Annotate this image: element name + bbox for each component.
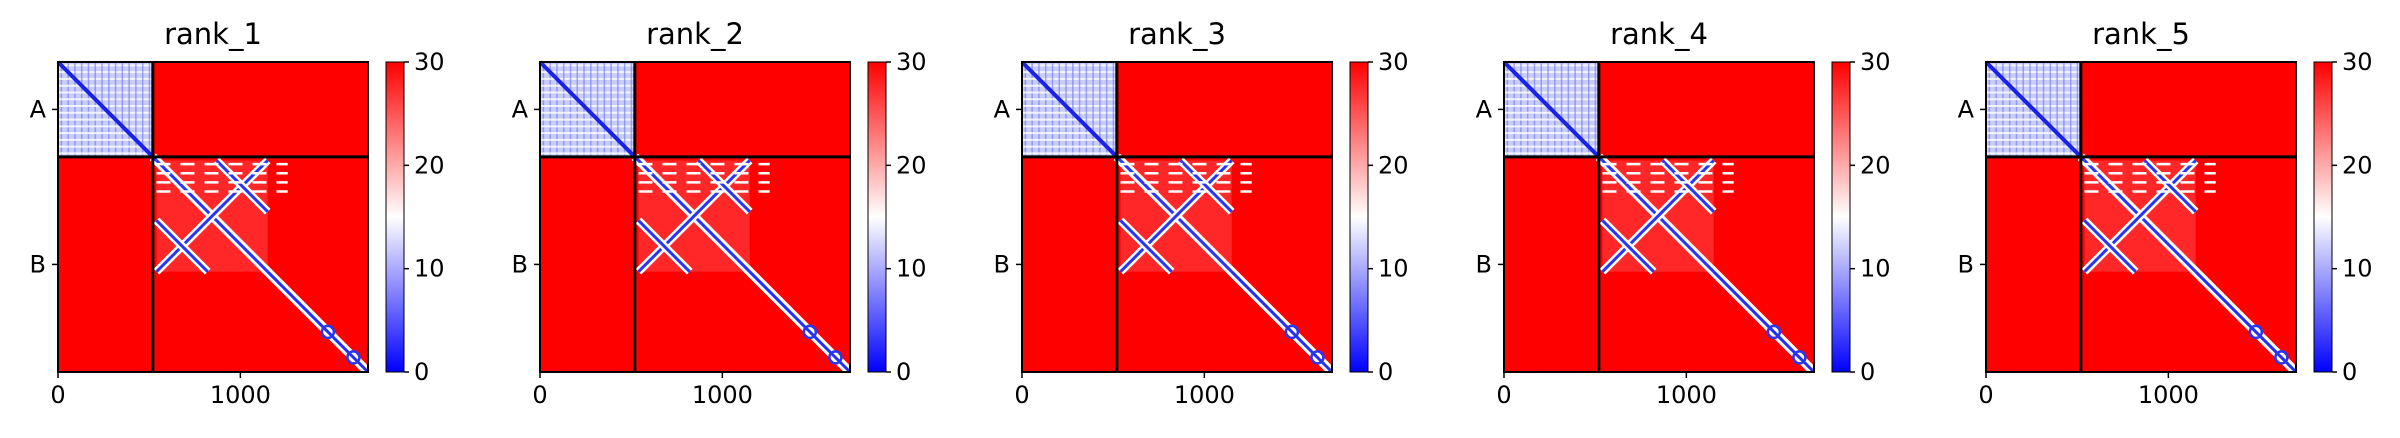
colorbar-tick-label: 30 (1378, 48, 1409, 76)
colorbar-tick-label: 30 (414, 48, 445, 76)
chain-b-diagonal-knot (2248, 324, 2264, 340)
chain-a-diagonal (1502, 60, 1601, 159)
pae-panel-3: rank_3 0 1000 A B 0 10 20 30 (994, 17, 1409, 409)
y-tick-label-chain-b: B (994, 250, 1010, 278)
chain-b-x-pattern (155, 159, 269, 273)
colorbar-tick-label: 0 (1860, 358, 1875, 386)
chain-b-x-pattern (1661, 159, 1715, 213)
chart-title: rank_5 (2092, 17, 2190, 51)
plot-frame (1503, 61, 1815, 373)
chart-title: rank_4 (1610, 17, 1708, 51)
x-tick-label: 0 (1014, 381, 1029, 409)
plot-frame (539, 61, 851, 373)
colorbar-tick-label: 10 (414, 255, 445, 283)
chain-a-diagonal (56, 60, 155, 159)
x-tick-label: 1000 (692, 381, 753, 409)
chain-b-x-pattern (1601, 219, 1655, 273)
colorbar-tick-label: 30 (1860, 48, 1891, 76)
y-tick-label-chain-a: A (30, 95, 47, 123)
chain-b-x-pattern (2083, 159, 2197, 273)
colorbar (1831, 61, 1851, 373)
plot-frame (57, 61, 369, 373)
chain-b-diagonal-knot (1766, 324, 1782, 340)
colorbar-tick-label: 20 (414, 151, 445, 179)
plot-frame (1021, 61, 1333, 373)
colorbar-tick-label: 0 (1378, 358, 1393, 386)
colorbar-tick-label: 0 (414, 358, 429, 386)
pae-panel-1: rank_1 0 1000 A B 0 10 20 30 (30, 17, 445, 409)
chain-b-diagonal-knot (1792, 350, 1807, 365)
x-tick-label: 1000 (1174, 381, 1235, 409)
x-tick-label: 0 (1496, 381, 1511, 409)
chain-b-x-pattern (1179, 159, 1233, 213)
x-tick-label: 1000 (2138, 381, 2199, 409)
y-tick-label-chain-a: A (512, 95, 529, 123)
y-tick-label-chain-b: B (1958, 250, 1974, 278)
colorbar-tick-label: 20 (2342, 151, 2373, 179)
chain-b-diagonal-knot (828, 350, 843, 365)
chain-b-x-pattern (1119, 219, 1173, 273)
chart-title: rank_1 (164, 17, 262, 51)
colorbar-tick-label: 10 (896, 255, 927, 283)
y-tick-label-chain-a: A (1958, 95, 1975, 123)
colorbar (385, 61, 405, 373)
y-tick-label-chain-b: B (1476, 250, 1492, 278)
x-tick-label: 0 (50, 381, 65, 409)
colorbar-tick-label: 0 (896, 358, 911, 386)
colorbar-tick-label: 30 (2342, 48, 2373, 76)
chain-b-x-pattern (2143, 159, 2197, 213)
colorbar-tick-label: 0 (2342, 358, 2357, 386)
chart-title: rank_3 (1128, 17, 1226, 51)
chain-a-diagonal (538, 60, 637, 159)
chain-b-diagonal-knot (1284, 324, 1300, 340)
chain-b-diagonal-knot (320, 324, 336, 340)
chain-b-x-pattern (155, 219, 209, 273)
y-tick-label-chain-b: B (512, 250, 528, 278)
colorbar-tick-label: 20 (1860, 151, 1891, 179)
y-tick-label-chain-a: A (1476, 95, 1493, 123)
chain-b-diagonal-knot (802, 324, 818, 340)
chain-b-x-pattern (697, 159, 751, 213)
chain-b-diagonal-knot (346, 350, 361, 365)
x-tick-label: 1000 (1656, 381, 1717, 409)
y-tick-label-chain-b: B (30, 250, 46, 278)
colorbar-tick-label: 20 (896, 151, 927, 179)
colorbar-tick-label: 30 (896, 48, 927, 76)
x-tick-label: 1000 (210, 381, 271, 409)
chain-b-x-pattern (1119, 159, 1233, 273)
colorbar (1349, 61, 1369, 373)
colorbar-tick-label: 10 (1860, 255, 1891, 283)
chain-b-x-pattern (637, 219, 691, 273)
pae-panel-2: rank_2 0 1000 A B 0 10 20 30 (512, 17, 927, 409)
x-tick-label: 0 (532, 381, 547, 409)
colorbar (867, 61, 887, 373)
colorbar-tick-label: 10 (2342, 255, 2373, 283)
chain-b-x-pattern (215, 159, 269, 213)
chain-a-diagonal (1984, 60, 2083, 159)
colorbar (2313, 61, 2333, 373)
pae-panel-5: rank_5 0 1000 A B 0 10 20 30 (1958, 17, 2373, 409)
chain-b-x-pattern (1601, 159, 1715, 273)
plot-frame (1985, 61, 2297, 373)
chart-title: rank_2 (646, 17, 744, 51)
colorbar-tick-label: 10 (1378, 255, 1409, 283)
chain-b-diagonal-knot (1310, 350, 1325, 365)
chain-b-diagonal-knot (2274, 350, 2289, 365)
chain-b-x-pattern (637, 159, 751, 273)
x-tick-label: 0 (1978, 381, 1993, 409)
pae-panel-4: rank_4 0 1000 A B 0 10 20 30 (1476, 17, 1891, 409)
y-tick-label-chain-a: A (994, 95, 1011, 123)
chain-b-x-pattern (2083, 219, 2137, 273)
colorbar-tick-label: 20 (1378, 151, 1409, 179)
chain-a-diagonal (1020, 60, 1119, 159)
